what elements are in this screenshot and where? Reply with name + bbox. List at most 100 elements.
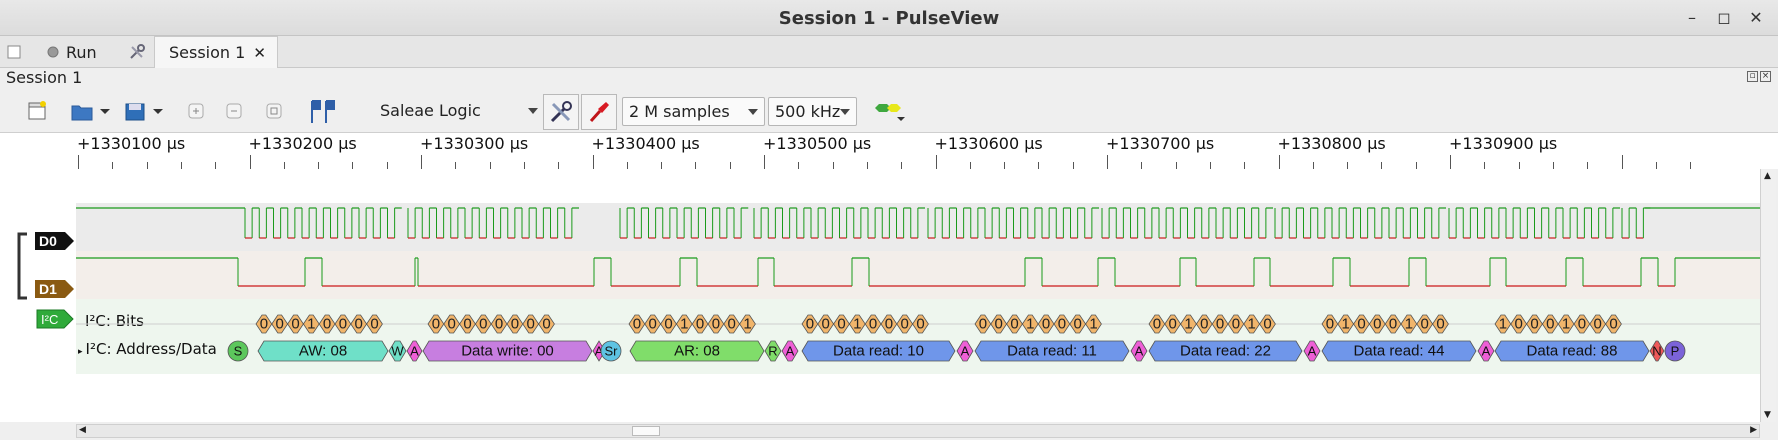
- decoder-badge-label: I²C: [41, 312, 58, 327]
- horizontal-scroll-thumb[interactable]: [632, 426, 660, 436]
- zoom-out-button[interactable]: [222, 95, 246, 127]
- i2c-address-row-label[interactable]: ▸ I²C: Address/Data: [78, 340, 217, 358]
- sample-rate-select[interactable]: 500 kHz: [768, 97, 857, 126]
- bit-value: 0: [916, 316, 924, 333]
- bit-value: 1: [1405, 316, 1413, 333]
- sample-count-select[interactable]: 2 M samples: [622, 97, 765, 126]
- horizontal-scrollbar[interactable]: ◀ ▶: [76, 424, 1760, 438]
- zoom-fit-icon: [266, 103, 282, 119]
- open-button[interactable]: [68, 95, 112, 127]
- ruler-minor-tick: [1484, 162, 1486, 169]
- session-dock-title: Session 1: [6, 68, 83, 87]
- minimize-button[interactable]: –: [1688, 8, 1696, 27]
- annotation-sr: [600, 340, 622, 362]
- bit-value: 0: [1169, 316, 1177, 333]
- annotation-label: R: [768, 344, 777, 359]
- ruler-label: +1330300 µs: [420, 134, 529, 153]
- decoder-add-icon: [875, 104, 905, 121]
- annotation-dread: [974, 340, 1130, 362]
- cursor-button[interactable]: [304, 95, 338, 127]
- bit-value: 1: [1184, 316, 1192, 333]
- maximize-button[interactable]: ◻: [1717, 8, 1731, 27]
- ruler-minor-tick: [112, 162, 114, 169]
- annotation-label: AW: 08: [299, 343, 347, 360]
- decoder-row-background: [76, 299, 1760, 374]
- time-ruler[interactable]: +1330100 µs +1330200 µs +1330300 µs +133040…: [0, 133, 1778, 169]
- bit-value: 0: [979, 316, 987, 333]
- bit-value: 0: [527, 316, 535, 333]
- vertical-scrollbar[interactable]: ▲ ▼: [1760, 169, 1776, 422]
- device-selector[interactable]: Saleae Logic: [380, 101, 540, 125]
- chevron-down-icon: [748, 109, 758, 115]
- annotation-ack: [406, 340, 423, 362]
- ruler-minor-tick: [1038, 162, 1040, 169]
- ruler-minor-tick: [832, 162, 834, 169]
- bit-value: 0: [370, 316, 378, 333]
- bit-value: 1: [1562, 316, 1570, 333]
- ruler-label: +1330700 µs: [1106, 134, 1215, 153]
- scroll-right-icon[interactable]: ▶: [1750, 425, 1757, 435]
- tab-session-1[interactable]: Session 1 ✕: [154, 36, 278, 68]
- title-bar: Session 1 - PulseView – ◻ ✕: [0, 0, 1778, 36]
- settings-button[interactable]: [128, 36, 146, 68]
- annotation-aw: [257, 340, 389, 362]
- main-toolbar: Saleae Logic 2 M samples 500 kHz: [0, 91, 1778, 133]
- annotation-label: A: [1308, 344, 1317, 359]
- zoom-in-button[interactable]: [184, 95, 208, 127]
- close-tab-icon[interactable]: ✕: [253, 43, 266, 62]
- annotation-dwrite: [422, 340, 593, 362]
- close-button[interactable]: ✕: [1749, 8, 1763, 27]
- annotation-label: A: [786, 344, 795, 359]
- bit-value: 0: [649, 316, 657, 333]
- annotation-label: P: [1671, 344, 1680, 359]
- float-dock-button[interactable]: ▫: [1747, 71, 1758, 82]
- close-dock-button[interactable]: ×: [1760, 71, 1771, 82]
- bit-value: 0: [1578, 316, 1586, 333]
- annotation-label: A: [961, 344, 970, 359]
- run-label: Run: [66, 42, 97, 62]
- save-button[interactable]: [122, 95, 168, 127]
- d0-label: D0: [39, 233, 57, 249]
- ruler-minor-tick: [866, 162, 868, 169]
- new-view-button[interactable]: [22, 95, 52, 127]
- trace-view[interactable]: D0 D1 I²C I²C: Bits ▸ I²C: Address/Data 0…: [0, 169, 1760, 422]
- config-tools-icon: [550, 101, 572, 123]
- run-button[interactable]: Run: [46, 36, 97, 68]
- zoom-fit-button[interactable]: [262, 95, 286, 127]
- annotation-label: S: [234, 344, 243, 359]
- ruler-minor-tick: [1381, 162, 1383, 169]
- bit-value: 0: [463, 316, 471, 333]
- channel-d1-handle[interactable]: D1: [34, 279, 76, 299]
- decoder-badge[interactable]: I²C: [36, 309, 76, 329]
- scroll-left-icon[interactable]: ◀: [79, 425, 86, 435]
- ruler-major-tick: [592, 155, 594, 169]
- i2c-bits-row-label: I²C: Bits: [85, 312, 144, 330]
- scroll-up-icon[interactable]: ▲: [1764, 171, 1771, 181]
- ruler-minor-tick: [1004, 162, 1006, 169]
- bit-value: 0: [479, 316, 487, 333]
- device-config-button[interactable]: [543, 94, 579, 130]
- bit-value: 0: [1153, 316, 1161, 333]
- expand-arrow-icon[interactable]: ▸: [78, 347, 83, 357]
- bit-value: 1: [1248, 316, 1256, 333]
- add-decoder-button[interactable]: [872, 95, 910, 127]
- ruler-major-tick: [935, 155, 937, 169]
- ruler-minor-tick: [1655, 162, 1657, 169]
- zoom-out-icon: [226, 103, 242, 119]
- probe-config-button[interactable]: [581, 94, 617, 130]
- bit-value: 1: [1026, 316, 1034, 333]
- new-session-button[interactable]: [6, 36, 22, 68]
- bit-value: 0: [1421, 316, 1429, 333]
- ruler-minor-tick: [318, 162, 320, 169]
- bit-value: 0: [1530, 316, 1538, 333]
- annotation-ack: [781, 340, 799, 362]
- ruler-label: +1330200 µs: [248, 134, 357, 153]
- bit-value: 0: [1594, 316, 1602, 333]
- scroll-down-icon[interactable]: ▼: [1764, 410, 1771, 420]
- ruler-label: +1330800 µs: [1277, 134, 1386, 153]
- bit-cell: [1432, 314, 1449, 334]
- new-session-icon: [7, 45, 21, 59]
- channel-d0-handle[interactable]: D0: [34, 231, 76, 251]
- bit-value: 0: [1357, 316, 1365, 333]
